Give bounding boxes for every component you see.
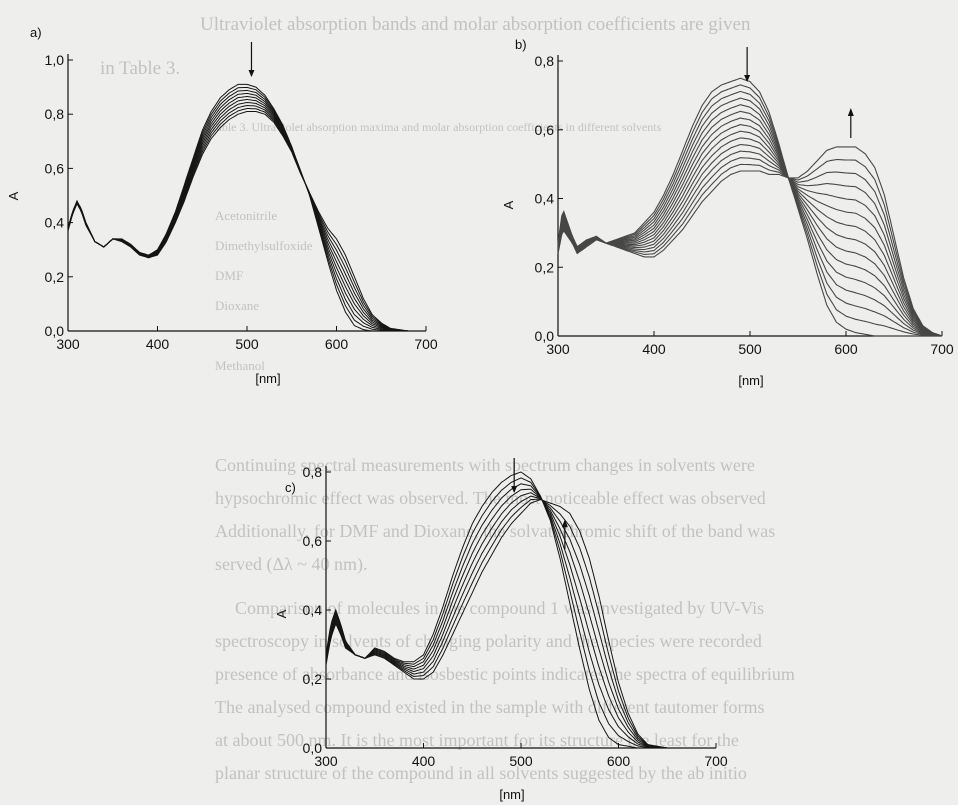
spectrum-curve (67, 89, 426, 332)
x-tick-label: 700 (704, 753, 728, 769)
x-tick-label: 600 (607, 753, 631, 769)
spectrum-curve (325, 499, 716, 749)
x-tick-label: 400 (642, 341, 666, 357)
spectrum-curve (325, 488, 716, 749)
x-axis-label: [nm] (255, 371, 280, 386)
y-tick-label: 1,0 (45, 52, 65, 68)
arrow-down-head (744, 75, 751, 82)
spectrum-curve (557, 77, 942, 337)
y-tick-label: 0,4 (303, 602, 323, 618)
spectrum-curve (557, 143, 943, 337)
y-tick-label: 0,8 (45, 106, 65, 122)
spectrum-curve (67, 83, 426, 332)
spectrum-curve (325, 492, 716, 749)
y-tick-label: 0,2 (45, 269, 65, 285)
spectrum-curve (557, 110, 943, 337)
spectrum-curve (325, 483, 716, 749)
spectrum-curve (557, 158, 943, 337)
spectrum-curve (67, 101, 426, 332)
y-axis-label: A (6, 191, 21, 200)
spectrum-curve (557, 130, 943, 337)
y-axis-label: A (274, 609, 289, 618)
x-tick-label: 300 (314, 753, 338, 769)
spectrum-curve (557, 90, 943, 337)
spectrum-curve (67, 95, 426, 332)
x-tick-label: 300 (546, 341, 570, 357)
chart-panel-a: 300 400 500 600 700 0,0 0,2 0,4 0,6 0,8 1,0a) A [nm] (6, 25, 438, 386)
x-tick-label: 600 (834, 341, 858, 357)
spectrum-curve (67, 111, 426, 332)
y-tick-label: 0,8 (535, 53, 555, 69)
spectrum-curve (67, 104, 426, 332)
spectrum-curve (557, 124, 943, 337)
spectrum-curve (325, 477, 716, 749)
y-tick-label: 0,0 (45, 323, 65, 339)
x-tick-label: 300 (56, 336, 80, 352)
spectrum-curve (557, 104, 943, 337)
panel-label: b) (515, 37, 527, 52)
spectrum-curve (557, 150, 943, 337)
y-tick-label: 0,8 (303, 464, 323, 480)
spectrum-curve (67, 92, 426, 332)
y-tick-label: 0,2 (303, 671, 323, 687)
spectrum-curve (557, 157, 943, 337)
y-tick-label: 0,4 (535, 191, 555, 207)
y-tick-label: 0,0 (303, 740, 323, 756)
x-tick-label: 700 (414, 336, 438, 352)
spectrum-curve (325, 498, 716, 749)
spectrum-curve (557, 117, 943, 337)
spectrum-curve (325, 495, 716, 749)
y-tick-label: 0,6 (45, 160, 65, 176)
chart-panel-b: 300 400 500 600 700 0,0 0,2 0,4 0,6 0,8 b) A [nm] (501, 37, 954, 388)
y-tick-label: 0,4 (45, 215, 65, 231)
spectrum-curve (67, 86, 426, 332)
spectrum-curve (557, 84, 942, 337)
x-axis-label: [nm] (738, 373, 763, 388)
x-tick-label: 600 (325, 336, 349, 352)
y-tick-label: 0,6 (535, 122, 555, 138)
y-tick-label: 0,0 (535, 328, 555, 344)
y-tick-label: 0,6 (303, 533, 323, 549)
x-tick-label: 500 (235, 336, 259, 352)
x-tick-label: 400 (146, 336, 170, 352)
x-axis-label: [nm] (499, 787, 524, 802)
panel-label: c) (285, 480, 296, 495)
arrow-up-head (561, 519, 568, 528)
x-tick-label: 500 (738, 341, 762, 357)
panel-label: a) (30, 25, 42, 40)
y-tick-label: 0,2 (535, 259, 555, 275)
x-tick-label: 500 (509, 753, 533, 769)
arrow-down-head (511, 486, 518, 493)
x-tick-label: 400 (412, 753, 436, 769)
y-axis-label: A (501, 200, 516, 209)
spectrum-curve (557, 137, 943, 337)
arrow-down-head (248, 70, 255, 77)
spectrum-curve (557, 97, 943, 337)
spectrum-curve (67, 108, 426, 332)
chart-panel-c: 300 400 500 600 700 0,0 0,2 0,4 0,6 0,8 c) A [nm] (274, 458, 728, 802)
spectrum-curve (557, 146, 943, 337)
x-tick-label: 700 (930, 341, 954, 357)
arrow-up-head (847, 108, 854, 116)
spectrum-curve (67, 98, 426, 332)
